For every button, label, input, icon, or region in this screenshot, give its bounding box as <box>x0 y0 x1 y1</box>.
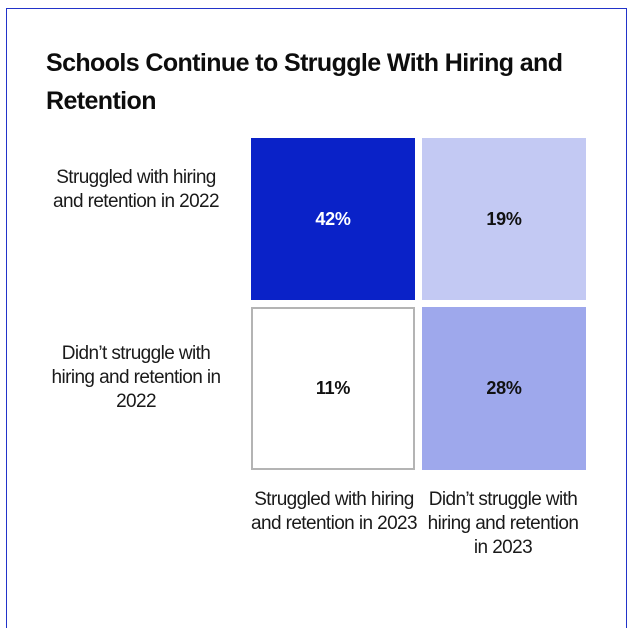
cell-didnt-struggle-2022-didnt-struggle-2023: 28% <box>422 307 586 470</box>
col-label-didnt-struggle-2023: Didn’t struggle with hiring and retentio… <box>427 489 579 558</box>
chart-title: Schools Continue to Struggle With Hiring… <box>46 49 563 115</box>
cell-value-label: 19% <box>486 208 522 229</box>
chart-frame <box>6 8 627 628</box>
cell-struggled-2022-didnt-struggle-2023: 19% <box>422 138 586 300</box>
col-label-struggled-2023: Struggled with hiring and retention in 2… <box>251 489 418 534</box>
row-label-struggled-2022: Struggled with hiring and retention in 2… <box>53 167 220 212</box>
cell-didnt-struggle-2022-struggled-2023: 11% <box>251 307 415 470</box>
row-label-didnt-struggle-2022: Didn’t struggle with hiring and retentio… <box>51 343 222 412</box>
cell-value-label: 42% <box>315 208 351 229</box>
cell-value-label: 28% <box>486 378 522 398</box>
cell-value-label: 11% <box>315 378 351 398</box>
cell-struggled-2022-struggled-2023: 42% <box>251 138 415 300</box>
